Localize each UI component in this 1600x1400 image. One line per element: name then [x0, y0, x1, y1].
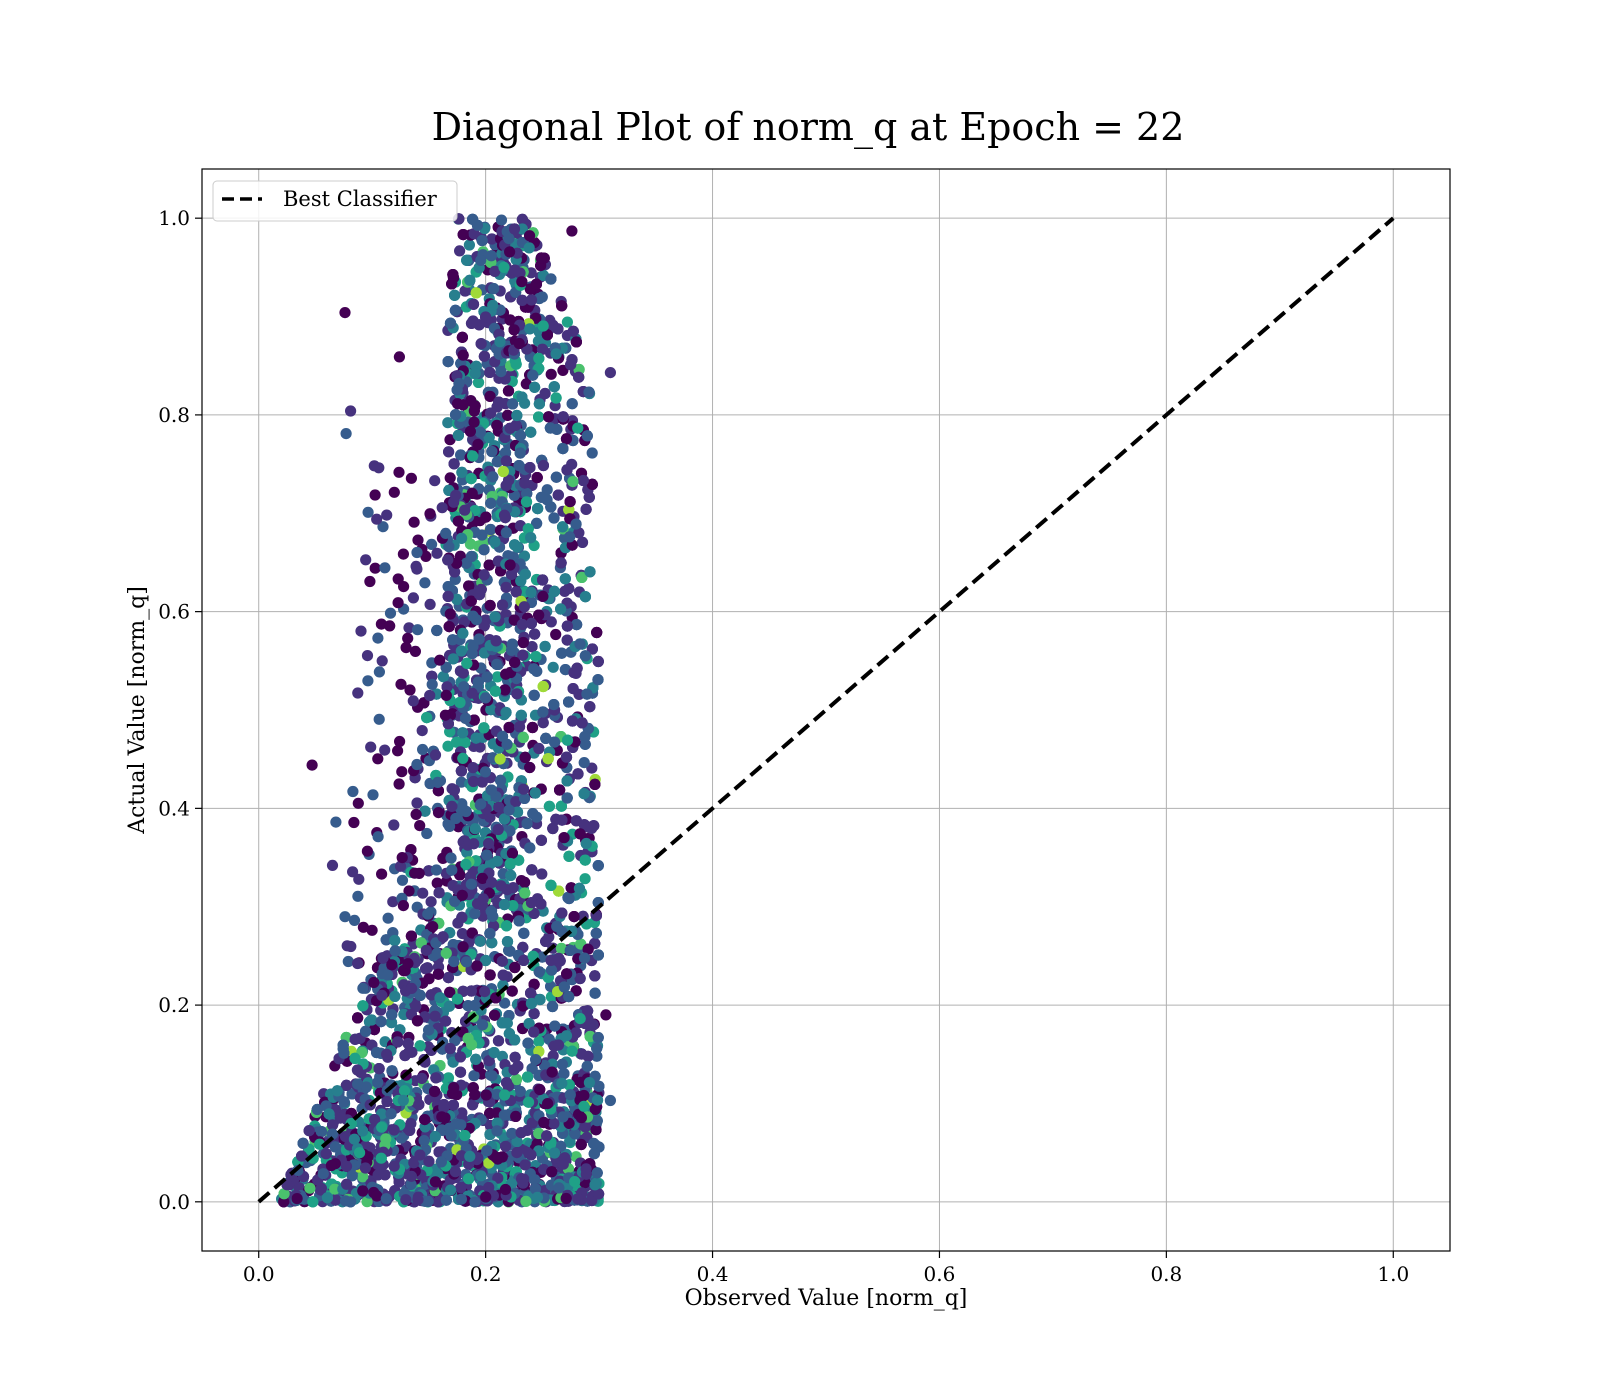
scatter-point [576, 536, 589, 549]
scatter-point [561, 316, 574, 328]
scatter-point [455, 776, 467, 788]
scatter-point [523, 1018, 535, 1030]
scatter-point [497, 969, 509, 981]
scatter-point [561, 634, 573, 646]
scatter-point [591, 1042, 603, 1054]
scatter-point [467, 1099, 479, 1111]
scatter-point [437, 852, 449, 864]
scatter-point [584, 701, 596, 713]
scatter-point [578, 757, 590, 769]
scatter-point [442, 417, 454, 429]
scatter-point [550, 628, 562, 641]
scatter-point [464, 538, 477, 550]
scatter-point [559, 664, 572, 676]
scatter-point [537, 717, 549, 729]
scatter-point [531, 517, 543, 530]
scatter-point [444, 986, 456, 998]
scatter-points [276, 213, 617, 1208]
scatter-point [437, 671, 449, 683]
scatter-point [579, 873, 591, 885]
scatter-point [442, 740, 454, 752]
scatter-point [491, 671, 503, 683]
scatter-point [566, 398, 578, 410]
scatter-point [426, 670, 438, 682]
scatter-point [586, 447, 598, 459]
scatter-point [485, 523, 497, 536]
scatter-point [499, 997, 511, 1009]
scatter-point [543, 800, 556, 812]
scatter-point [533, 411, 545, 423]
scatter-point [549, 1020, 561, 1032]
scatter-point [537, 590, 549, 603]
scatter-point [547, 1050, 559, 1062]
scatter-point [545, 616, 557, 628]
scatter-point [533, 742, 545, 755]
scatter-point [552, 323, 564, 335]
scatter-point [557, 364, 569, 376]
scatter-point [463, 580, 475, 592]
scatter-point [455, 765, 467, 777]
scatter-point [535, 491, 548, 503]
scatter-point [451, 736, 463, 748]
scatter-point [474, 741, 486, 753]
scatter-point [506, 985, 518, 997]
scatter-point [456, 466, 468, 478]
scatter-point [463, 239, 475, 251]
scatter-point [459, 285, 471, 297]
scatter-point [402, 1037, 414, 1050]
scatter-point [452, 429, 464, 441]
scatter-point [468, 228, 480, 240]
scatter-point [443, 446, 455, 458]
scatter-point [361, 1196, 373, 1208]
scatter-point [586, 643, 599, 655]
scatter-point [545, 368, 557, 380]
scatter-point [550, 392, 562, 404]
scatter-point [573, 527, 585, 539]
scatter-point [510, 1073, 523, 1086]
scatter-point [525, 267, 537, 279]
scatter-point [486, 233, 498, 245]
scatter-point [405, 930, 417, 942]
scatter-point [357, 1171, 369, 1183]
scatter-point [572, 422, 584, 434]
scatter-point [541, 484, 553, 496]
scatter-point [533, 1035, 545, 1048]
scatter-point [567, 683, 579, 695]
scatter-point [468, 1070, 480, 1082]
scatter-point [519, 876, 531, 888]
scatter-point [531, 665, 543, 677]
scatter-point [524, 761, 536, 774]
scatter-point [536, 868, 548, 880]
scatter-point [455, 449, 467, 461]
scatter-point [547, 661, 559, 673]
scatter-point [444, 434, 456, 446]
scatter-point [454, 245, 466, 257]
scatter-point [445, 852, 457, 864]
scatter-point [431, 877, 443, 889]
chart-title: Diagonal Plot of norm_q at Epoch = 22 [432, 105, 1185, 150]
scatter-point [591, 1050, 603, 1062]
scatter-point [481, 671, 493, 683]
scatter-point [486, 1070, 498, 1082]
scatter-point [548, 512, 560, 524]
